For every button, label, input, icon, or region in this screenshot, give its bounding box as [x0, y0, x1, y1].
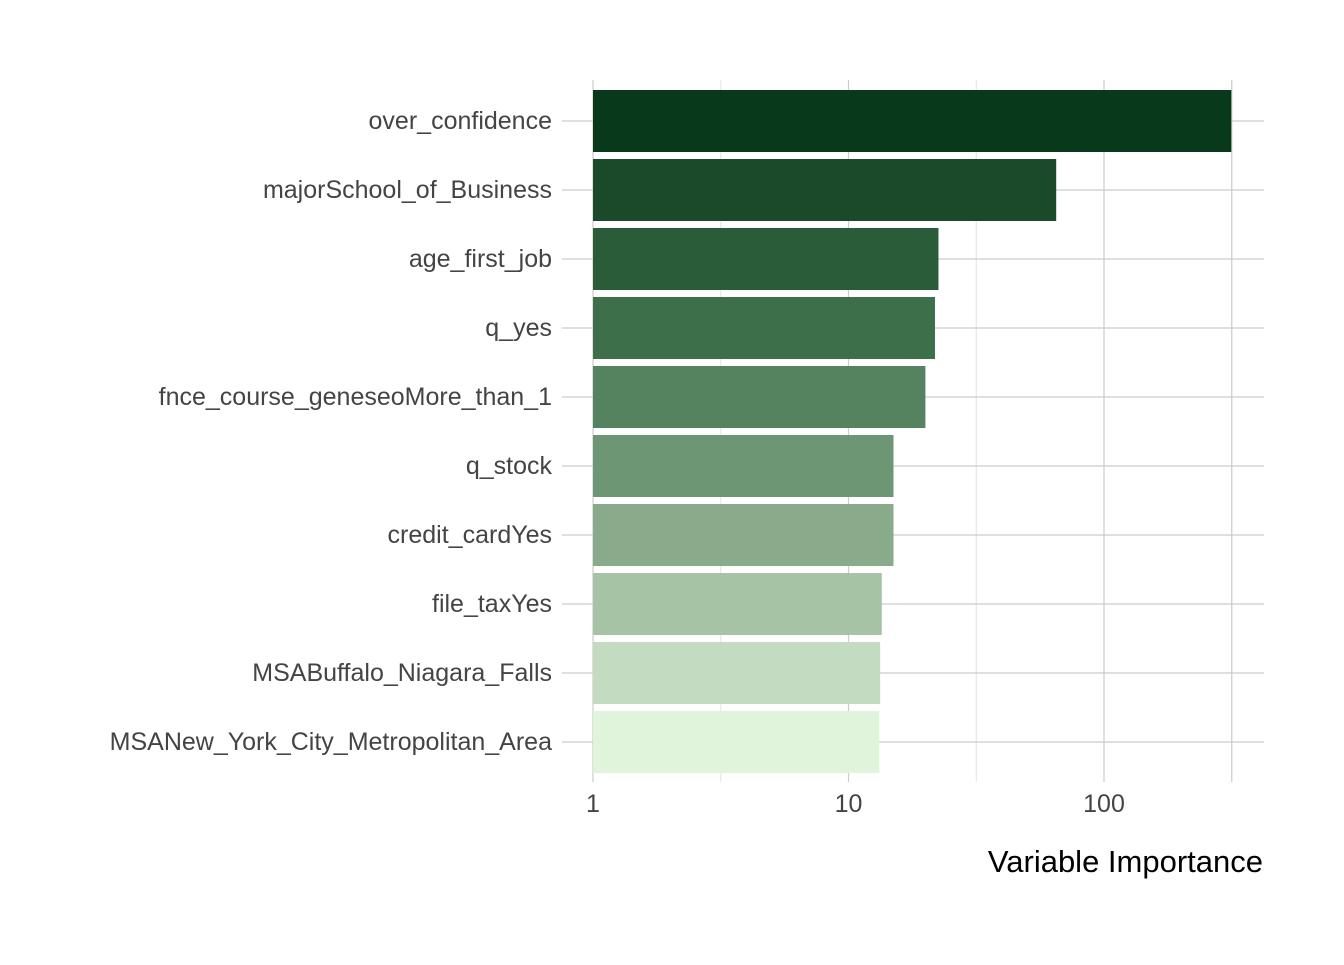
- bar-fnce-course-geneseomore-than-1: [593, 366, 926, 428]
- bar-over-confidence: [593, 90, 1232, 152]
- bar-q-yes: [593, 297, 935, 359]
- x-tick-label: 10: [835, 790, 863, 818]
- bar-credit-cardyes: [593, 504, 894, 566]
- category-label: majorSchool_of_Business: [263, 176, 552, 204]
- bar-file-taxyes: [593, 573, 882, 635]
- category-label: over_confidence: [369, 107, 552, 135]
- bar-age-first-job: [593, 228, 939, 290]
- x-axis-ticks: 1 10 100: [586, 790, 1125, 818]
- category-labels: over_confidence majorSchool_of_Businessag…: [110, 107, 553, 756]
- category-label: MSANew_York_City_Metropolitan_Area: [110, 728, 552, 756]
- category-label: file_taxYes: [432, 590, 552, 618]
- x-tick-label: 100: [1083, 790, 1125, 818]
- category-label: MSABuffalo_Niagara_Falls: [252, 659, 552, 687]
- bar-msabuffalo-niagara-falls: [593, 642, 881, 704]
- x-axis-title: Variable Importance: [988, 844, 1263, 879]
- bars-layer: [593, 90, 1232, 773]
- bar-majorschool-of-business: [593, 159, 1057, 221]
- x-tick-label: 1: [586, 790, 600, 818]
- category-label: q_yes: [485, 314, 552, 342]
- bar-q-stock: [593, 435, 894, 497]
- bar-msanew-york-city-metropolitan-area: [593, 711, 880, 773]
- category-label: q_stock: [466, 452, 553, 480]
- category-label: credit_cardYes: [388, 521, 552, 549]
- category-label: age_first_job: [409, 245, 552, 273]
- category-label: fnce_course_geneseoMore_than_1: [159, 383, 552, 411]
